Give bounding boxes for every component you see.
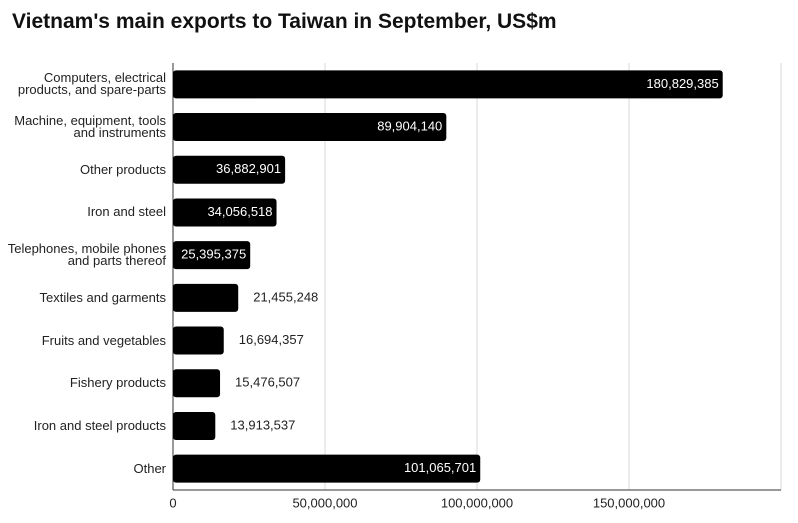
value-label: 25,395,375 — [181, 247, 246, 262]
bar — [173, 198, 277, 227]
value-label: 15,476,507 — [235, 375, 300, 390]
value-label: 16,694,357 — [239, 332, 304, 347]
x-tick-label: 0 — [169, 495, 176, 510]
bar — [173, 369, 221, 398]
y-tick-label: Iron and steel — [87, 204, 166, 220]
y-tick-label: Fishery products — [69, 375, 166, 391]
y-tick-label: Telephones, mobile phones and parts ther… — [7, 241, 166, 269]
y-tick-label: Iron and steel products — [33, 417, 166, 433]
value-label: 36,882,901 — [216, 161, 281, 176]
bar — [173, 241, 251, 270]
bar — [173, 113, 447, 142]
y-tick-label: Other — [133, 460, 166, 476]
y-tick-label: Machine, equipment, tools and instrument… — [14, 113, 166, 141]
chart-title: Vietnam's main exports to Taiwan in Sept… — [12, 10, 557, 33]
y-tick-label: Computers, electrical products, and spar… — [17, 70, 166, 98]
bar — [173, 411, 216, 440]
y-tick-label: Other products — [80, 161, 166, 177]
x-tick-label: 150,000,000 — [593, 495, 665, 510]
bar — [173, 70, 723, 99]
y-tick-label: Fruits and vegetables — [41, 332, 166, 348]
value-label: 13,913,537 — [230, 417, 295, 432]
value-label: 34,056,518 — [207, 204, 272, 219]
value-label: 89,904,140 — [377, 118, 442, 133]
x-tick-label: 50,000,000 — [292, 495, 357, 510]
bar — [173, 155, 286, 184]
value-label: 101,065,701 — [404, 460, 476, 475]
y-tick-label: Textiles and garments — [39, 289, 166, 305]
value-label: 21,455,248 — [253, 289, 318, 304]
x-tick-label: 100,000,000 — [441, 495, 513, 510]
bar — [173, 454, 481, 483]
value-label: 180,829,385 — [646, 76, 718, 91]
bar — [173, 326, 224, 355]
bar — [173, 283, 239, 312]
